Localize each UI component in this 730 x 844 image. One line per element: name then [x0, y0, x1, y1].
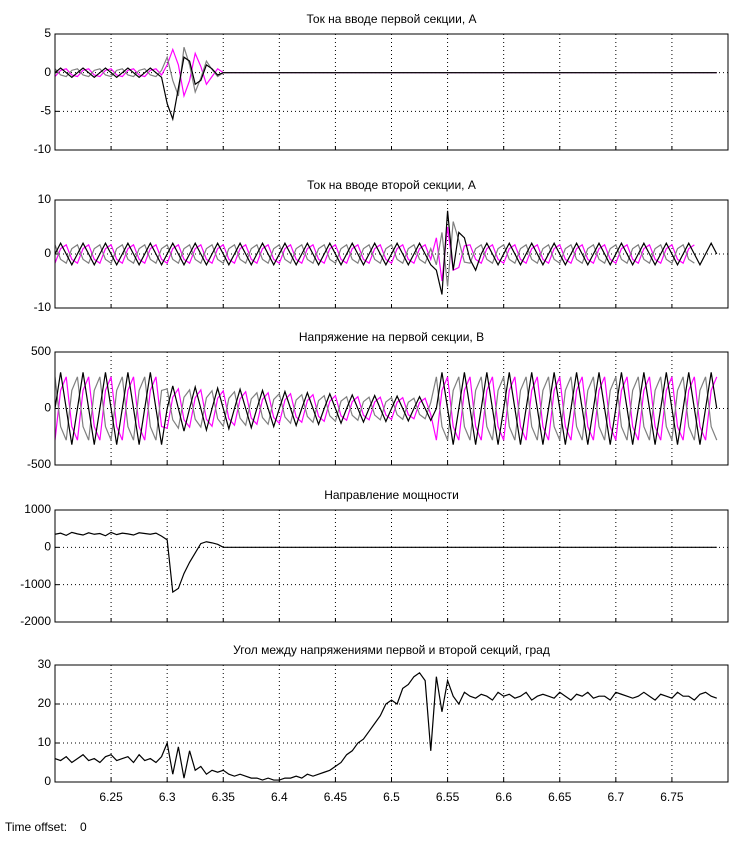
y-tick-label: 10	[38, 735, 52, 749]
plot-lines	[55, 671, 717, 781]
y-tick-label: 30	[38, 657, 52, 671]
chart-title: Направление мощности	[324, 488, 459, 502]
y-tick-label: -2000	[20, 614, 51, 628]
axes-box	[54, 509, 729, 623]
x-tick-label: 6.55	[436, 790, 460, 804]
y-tick-label: 0	[44, 401, 51, 415]
series-line	[55, 372, 718, 445]
x-tick-label: 6.4	[271, 790, 288, 804]
plot-lines	[55, 531, 717, 594]
plot-lines	[55, 46, 717, 122]
x-tick-label: 6.75	[660, 790, 684, 804]
plot-area	[55, 34, 728, 150]
x-tick-label: 6.6	[495, 790, 512, 804]
time-offset-label: Time offset:	[5, 820, 67, 834]
time-offset-value: 0	[80, 820, 87, 834]
y-tick-label: 500	[31, 344, 51, 358]
axes-box	[54, 199, 729, 309]
y-tick-label: -10	[34, 300, 52, 314]
y-tick-label: -5	[40, 104, 51, 118]
series-line	[55, 210, 718, 295]
chart-title: Ток на вводе второй секции, А	[307, 178, 476, 192]
x-tick-label: 6.5	[383, 790, 400, 804]
chart-title: Угол между напряжениями первой и второй …	[233, 643, 550, 657]
y-tick-label: -10	[34, 142, 52, 156]
x-tick-label: 6.45	[324, 790, 348, 804]
series-line	[55, 56, 717, 122]
axes-box	[54, 351, 729, 466]
series-line	[55, 671, 717, 781]
x-tick-label: 6.65	[548, 790, 572, 804]
y-tick-label: 0	[44, 774, 51, 788]
y-tick-label: 0	[44, 246, 51, 260]
y-tick-label: 1000	[24, 502, 51, 516]
y-tick-label: 0	[44, 540, 51, 554]
plot-lines	[55, 372, 718, 445]
y-tick-label: -500	[27, 457, 51, 471]
plot-area	[55, 665, 728, 782]
y-tick-label: 20	[38, 696, 52, 710]
series-line	[55, 226, 695, 282]
y-tick-label: 0	[44, 65, 51, 79]
x-tick-label: 6.25	[99, 790, 123, 804]
y-tick-label: -1000	[20, 577, 51, 591]
axes-box	[54, 33, 729, 151]
series-line	[55, 376, 718, 441]
plot-lines	[55, 210, 718, 295]
x-tick-label: 6.3	[159, 790, 176, 804]
axes-box	[54, 664, 729, 783]
series-line	[55, 531, 717, 594]
y-tick-label: 10	[38, 192, 52, 206]
series-line	[55, 221, 695, 287]
chart-title: Напряжение на первой секции, В	[299, 330, 484, 344]
chart-title: Ток на вводе первой секции, А	[307, 12, 477, 26]
y-tick-label: 5	[44, 26, 51, 40]
x-tick-label: 6.7	[607, 790, 624, 804]
x-tick-label: 6.35	[212, 790, 236, 804]
